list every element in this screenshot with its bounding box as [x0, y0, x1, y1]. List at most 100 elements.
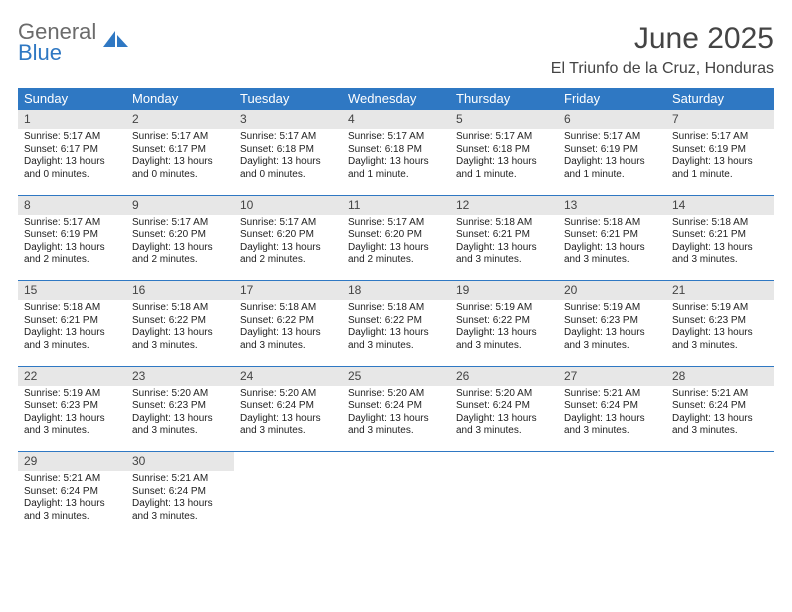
daylight-line: Daylight: 13 hours — [348, 156, 444, 169]
daylight-line: and 3 minutes. — [564, 340, 660, 353]
daylight-line: Daylight: 13 hours — [672, 156, 768, 169]
day-number-cell — [450, 452, 558, 472]
daylight-line: and 3 minutes. — [348, 425, 444, 438]
day-number-cell: 1 — [18, 110, 126, 130]
day-content-cell: Sunrise: 5:17 AMSunset: 6:18 PMDaylight:… — [234, 129, 342, 195]
daylight-line: and 2 minutes. — [240, 254, 336, 267]
content-row: Sunrise: 5:17 AMSunset: 6:19 PMDaylight:… — [18, 215, 774, 281]
sunrise-line: Sunrise: 5:17 AM — [564, 131, 660, 144]
sunset-line: Sunset: 6:21 PM — [456, 229, 552, 242]
day-number-cell: 2 — [126, 110, 234, 130]
day-content-cell: Sunrise: 5:17 AMSunset: 6:19 PMDaylight:… — [558, 129, 666, 195]
daylight-line: and 0 minutes. — [132, 169, 228, 182]
daylight-line: and 0 minutes. — [24, 169, 120, 182]
sunrise-line: Sunrise: 5:17 AM — [240, 217, 336, 230]
daylight-line: and 3 minutes. — [240, 425, 336, 438]
daylight-line: and 3 minutes. — [672, 425, 768, 438]
day-number-cell: 20 — [558, 281, 666, 301]
sunrise-line: Sunrise: 5:17 AM — [672, 131, 768, 144]
day-content-cell — [666, 471, 774, 541]
daylight-line: Daylight: 13 hours — [456, 413, 552, 426]
day-number-cell: 26 — [450, 366, 558, 386]
day-number-cell: 14 — [666, 195, 774, 215]
daylight-line: and 3 minutes. — [240, 340, 336, 353]
month-title: June 2025 — [551, 22, 774, 56]
weekday-header-row: Sunday Monday Tuesday Wednesday Thursday… — [18, 88, 774, 110]
daylight-line: and 3 minutes. — [456, 340, 552, 353]
sunrise-line: Sunrise: 5:20 AM — [456, 388, 552, 401]
daylight-line: and 3 minutes. — [132, 425, 228, 438]
sunrise-line: Sunrise: 5:20 AM — [240, 388, 336, 401]
day-content-cell: Sunrise: 5:17 AMSunset: 6:19 PMDaylight:… — [18, 215, 126, 281]
day-content-cell: Sunrise: 5:17 AMSunset: 6:20 PMDaylight:… — [126, 215, 234, 281]
sunset-line: Sunset: 6:19 PM — [24, 229, 120, 242]
day-number-cell: 28 — [666, 366, 774, 386]
daylight-line: Daylight: 13 hours — [672, 327, 768, 340]
daylight-line: and 3 minutes. — [564, 254, 660, 267]
content-row: Sunrise: 5:21 AM Sunset: 6:24 PM Daylight:… — [18, 471, 774, 541]
day-number-cell: 16 — [126, 281, 234, 301]
daylight-line: and 1 minute. — [564, 169, 660, 182]
sunset-line: Sunset: 6:18 PM — [240, 144, 336, 157]
day-content-cell — [558, 471, 666, 541]
sunrise-line: Sunrise: 5:18 AM — [564, 217, 660, 230]
daylight-line: Daylight: 13 hours — [240, 242, 336, 255]
sunrise-line: Sunrise: 5:17 AM — [132, 131, 228, 144]
daylight-line: and 1 minute. — [456, 169, 552, 182]
daylight-line: Daylight: 13 hours — [456, 242, 552, 255]
day-number-cell: 5 — [450, 110, 558, 130]
sunset-line: Sunset: 6:24 PM — [240, 400, 336, 413]
day-content-cell: Sunrise: 5:19 AMSunset: 6:23 PMDaylight:… — [18, 386, 126, 452]
day-content-cell: Sunrise: 5:20 AMSunset: 6:24 PMDaylight:… — [234, 386, 342, 452]
daylight-line: Daylight: 13 hours — [132, 413, 228, 426]
sunset-line: Sunset: 6:24 PM — [348, 400, 444, 413]
day-content-cell: Sunrise: 5:18 AMSunset: 6:21 PMDaylight:… — [666, 215, 774, 281]
sunrise-line: Sunrise: 5:18 AM — [348, 302, 444, 315]
sunset-line: Sunset: 6:23 PM — [564, 315, 660, 328]
sunrise-line: Sunrise: 5:17 AM — [24, 217, 120, 230]
day-content-cell: Sunrise: 5:21 AMSunset: 6:24 PMDaylight:… — [18, 471, 126, 541]
day-number-cell: 15 — [18, 281, 126, 301]
calendar-table: Sunday Monday Tuesday Wednesday Thursday… — [18, 88, 774, 541]
daylight-line: Daylight: 13 hours — [24, 413, 120, 426]
daylight-line: Daylight: 13 hours — [456, 327, 552, 340]
day-number-cell — [558, 452, 666, 472]
day-content-cell: Sunrise: 5:20 AMSunset: 6:23 PMDaylight:… — [126, 386, 234, 452]
daylight-line: Daylight: 13 hours — [240, 327, 336, 340]
sunrise-line: Sunrise: 5:19 AM — [456, 302, 552, 315]
sunset-line: Sunset: 6:18 PM — [456, 144, 552, 157]
sunset-line: Sunset: 6:24 PM — [132, 486, 228, 499]
sunset-line: Sunset: 6:23 PM — [132, 400, 228, 413]
day-content-cell: Sunrise: 5:21 AMSunset: 6:24 PMDaylight:… — [666, 386, 774, 452]
sunrise-line: Sunrise: 5:21 AM — [24, 473, 120, 486]
day-content-cell: Sunrise: 5:18 AMSunset: 6:22 PMDaylight:… — [342, 300, 450, 366]
calendar-page: General Blue June 2025 El Triunfo de la … — [0, 0, 792, 551]
day-content-cell: Sunrise: 5:17 AMSunset: 6:17 PMDaylight:… — [18, 129, 126, 195]
day-content-cell: Sunrise: 5:18 AMSunset: 6:21 PMDaylight:… — [450, 215, 558, 281]
daylight-line: Daylight: 13 hours — [564, 156, 660, 169]
logo-word-2: Blue — [18, 40, 62, 65]
day-content-cell: Sunrise: 5:18 AMSunset: 6:22 PMDaylight:… — [234, 300, 342, 366]
day-number-cell: 22 — [18, 366, 126, 386]
sunrise-line: Sunrise: 5:19 AM — [24, 388, 120, 401]
day-number-cell: 25 — [342, 366, 450, 386]
daylight-line: Daylight: 13 hours — [132, 242, 228, 255]
day-number-cell: 19 — [450, 281, 558, 301]
daylight-line: Daylight: 13 hours — [348, 413, 444, 426]
day-number-cell: 27 — [558, 366, 666, 386]
daylight-line: and 3 minutes. — [672, 254, 768, 267]
weekday-tuesday: Tuesday — [234, 88, 342, 110]
daylight-line: Daylight: 13 hours — [24, 498, 120, 511]
weekday-friday: Friday — [558, 88, 666, 110]
day-number-cell: 17 — [234, 281, 342, 301]
daylight-line: Daylight: 13 hours — [240, 413, 336, 426]
daylight-line: Daylight: 13 hours — [24, 242, 120, 255]
sunset-line: Sunset: 6:17 PM — [132, 144, 228, 157]
sunset-line: Sunset: 6:22 PM — [132, 315, 228, 328]
day-number-cell: 23 — [126, 366, 234, 386]
sunset-line: Sunset: 6:24 PM — [672, 400, 768, 413]
header: General Blue June 2025 El Triunfo de la … — [18, 22, 774, 78]
sunrise-line: Sunrise: 5:17 AM — [132, 217, 228, 230]
sunset-line: Sunset: 6:23 PM — [672, 315, 768, 328]
day-number-cell — [234, 452, 342, 472]
